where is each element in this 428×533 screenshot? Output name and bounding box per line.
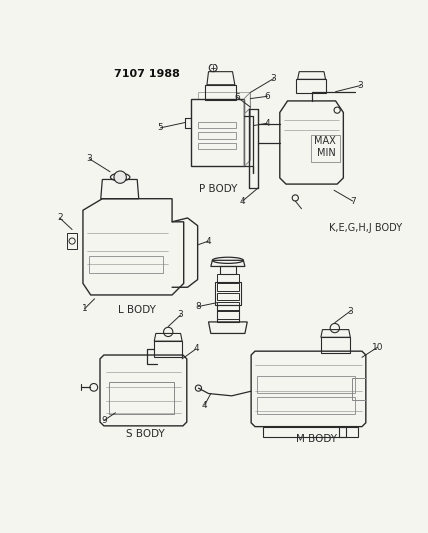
Text: M BODY: M BODY — [297, 434, 338, 444]
Bar — [339, 426, 358, 438]
Bar — [89, 256, 163, 273]
Text: 5: 5 — [158, 123, 163, 132]
Bar — [257, 398, 355, 414]
Bar — [217, 293, 239, 301]
Bar — [217, 284, 239, 291]
Bar — [352, 378, 366, 400]
Text: MIN: MIN — [317, 148, 336, 158]
Text: 7: 7 — [350, 197, 356, 206]
Bar — [311, 135, 340, 161]
Text: 1: 1 — [82, 304, 87, 313]
Bar — [217, 274, 239, 282]
Bar — [215, 282, 241, 305]
Text: 3: 3 — [178, 311, 184, 319]
Text: MAX: MAX — [314, 136, 336, 146]
Text: 7107 1988: 7107 1988 — [114, 69, 180, 79]
Circle shape — [114, 171, 126, 183]
Text: 4: 4 — [202, 401, 208, 409]
Text: 8: 8 — [196, 302, 201, 311]
Text: 3: 3 — [86, 154, 92, 163]
Bar — [198, 143, 236, 149]
Text: 3: 3 — [357, 81, 363, 90]
Text: 6: 6 — [234, 93, 240, 102]
Text: 2: 2 — [57, 213, 62, 222]
Bar — [263, 426, 346, 438]
Text: 4: 4 — [240, 197, 245, 206]
Bar — [198, 133, 236, 139]
Bar — [220, 266, 236, 274]
Text: L BODY: L BODY — [118, 305, 156, 316]
Bar — [296, 79, 326, 93]
Bar — [217, 302, 239, 310]
Bar — [257, 376, 355, 393]
Bar — [321, 337, 351, 353]
Bar — [217, 305, 239, 322]
Text: 4: 4 — [206, 237, 211, 246]
Text: S BODY: S BODY — [125, 429, 164, 439]
Bar — [109, 382, 174, 414]
Bar — [205, 85, 236, 100]
Text: P BODY: P BODY — [199, 184, 238, 195]
Text: 3: 3 — [271, 74, 276, 83]
Text: 3: 3 — [348, 306, 353, 316]
Text: 10: 10 — [372, 343, 383, 352]
Text: K,E,G,H,J BODY: K,E,G,H,J BODY — [329, 223, 402, 233]
Text: 4: 4 — [265, 119, 270, 128]
Bar — [68, 233, 77, 249]
Text: 6: 6 — [265, 92, 270, 101]
Bar — [154, 341, 182, 357]
Bar — [198, 122, 236, 128]
Text: 9: 9 — [101, 416, 107, 425]
Text: 4: 4 — [193, 344, 199, 353]
Bar — [217, 311, 239, 319]
